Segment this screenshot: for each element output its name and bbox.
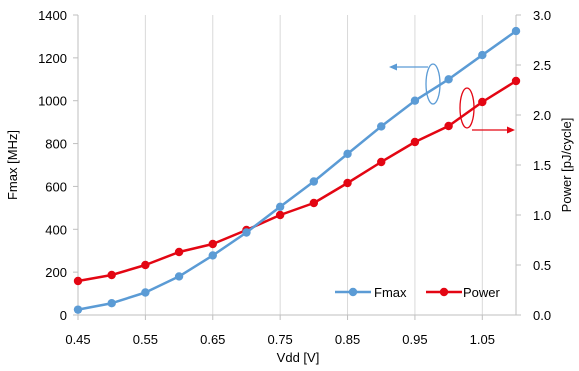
fmax-point	[208, 251, 217, 260]
fmax-point	[410, 96, 420, 105]
power-point	[73, 276, 83, 286]
left-y-tick-label: 200	[45, 265, 67, 280]
x-tick-labels: 0.45 0.55 0.65 0.75 0.85 0.95 1.05	[65, 332, 495, 347]
fmax-point	[107, 299, 116, 308]
left-y-tick-label: 800	[45, 137, 67, 152]
fmax-series	[73, 26, 521, 314]
x-tick-label: 0.55	[133, 332, 158, 347]
fmax-line	[77, 30, 517, 311]
power-series	[73, 76, 521, 286]
legend: Fmax Power	[335, 285, 501, 300]
fmax-point	[141, 288, 150, 297]
right-y-tick-label: 2.0	[533, 108, 551, 123]
fmax-axis-ellipse	[425, 63, 441, 105]
chart-axes	[73, 14, 521, 320]
x-tick-label: 0.65	[200, 332, 225, 347]
fmax-point	[478, 50, 487, 60]
power-point	[275, 210, 285, 220]
annotation-layer	[389, 63, 515, 134]
x-tick-label: 0.45	[65, 332, 90, 347]
x-tick-label: 0.95	[402, 332, 427, 347]
left-y-tick-label: 600	[45, 179, 67, 194]
fmax-point	[444, 75, 453, 84]
fmax-point	[511, 26, 521, 36]
right-y-axis-title: Power [pJ/cycle]	[559, 118, 574, 213]
power-point	[377, 157, 386, 167]
left-y-axis-title: Fmax [MHz]	[5, 130, 20, 200]
x-tick-label: 1.05	[470, 332, 495, 347]
right-y-tick-labels: 0.0 0.5 1.0 1.5 2.0 2.5 3.0	[533, 8, 551, 323]
legend-power-marker	[439, 287, 449, 297]
right-y-tick-label: 3.0	[533, 8, 551, 23]
vertical-gridlines	[77, 15, 483, 315]
x-tick-label: 0.85	[335, 332, 360, 347]
fmax-axis-arrowhead	[389, 63, 397, 71]
power-point	[410, 137, 420, 147]
right-y-tick-label: 1.0	[533, 208, 551, 223]
x-axis-title: Vdd [V]	[277, 350, 320, 365]
power-point	[343, 178, 352, 188]
power-point	[141, 260, 150, 270]
legend-power-label: Power	[463, 285, 501, 300]
power-point	[478, 97, 487, 107]
fmax-point	[309, 177, 319, 186]
power-point	[208, 239, 217, 249]
left-y-tick-labels: 0 200 400 600 800 1000 1200 1400	[38, 8, 67, 323]
fmax-point	[242, 228, 251, 237]
x-tick-label: 0.75	[267, 332, 292, 347]
left-y-tick-label: 400	[45, 222, 67, 237]
power-axis-arrowhead	[507, 126, 515, 134]
fmax-point	[73, 305, 83, 314]
series-layer	[73, 26, 521, 314]
power-line	[77, 79, 517, 283]
fmax-point	[377, 122, 386, 131]
legend-fmax-label: Fmax	[374, 285, 407, 300]
power-point	[444, 121, 453, 131]
power-point	[107, 270, 116, 280]
right-y-tick-label: 0.5	[533, 258, 551, 273]
fmax-point	[275, 202, 285, 211]
fmax-point	[174, 272, 184, 281]
left-y-tick-label: 1200	[38, 51, 67, 66]
power-point	[174, 247, 184, 257]
power-point	[511, 76, 521, 86]
right-y-tick-label: 2.5	[533, 58, 551, 73]
left-y-tick-label: 1000	[38, 94, 67, 109]
left-y-tick-label: 0	[60, 308, 67, 323]
power-point	[309, 198, 319, 208]
right-y-tick-label: 1.5	[533, 158, 551, 173]
left-y-tick-label: 1400	[38, 8, 67, 23]
power-axis-ellipse	[459, 87, 475, 129]
fmax-point	[343, 149, 352, 159]
right-y-tick-label: 0.0	[533, 308, 551, 323]
legend-fmax-marker	[348, 287, 358, 297]
